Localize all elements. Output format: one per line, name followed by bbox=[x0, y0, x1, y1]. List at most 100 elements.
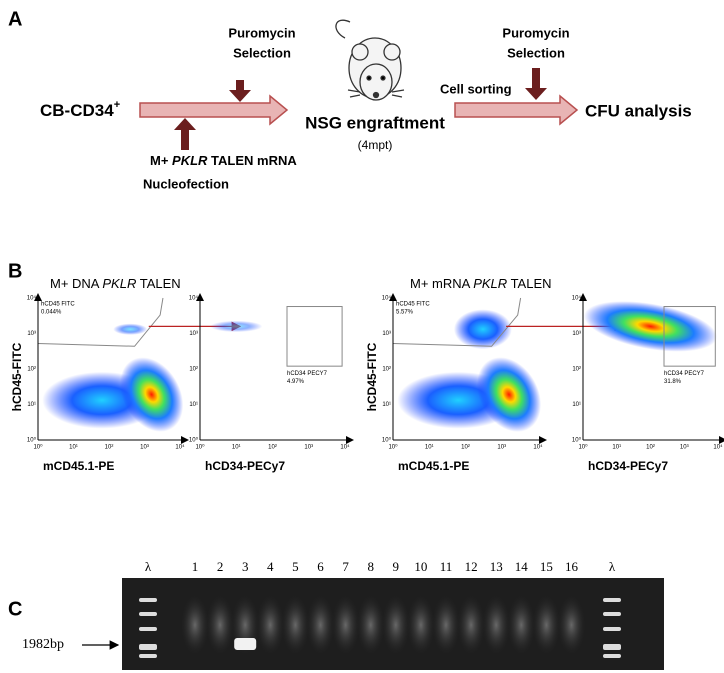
x-axis-label: hCD34-PECy7 bbox=[588, 459, 668, 473]
down-arrow bbox=[525, 68, 547, 100]
x-axis-label: mCD45.1-PE bbox=[398, 459, 469, 473]
lane-glow bbox=[331, 595, 360, 655]
density bbox=[210, 320, 263, 333]
lane-glow bbox=[356, 595, 385, 655]
y-tick-label: 10² bbox=[382, 367, 391, 373]
y-tick-label: 10¹ bbox=[382, 402, 391, 408]
y-tick-label: 10⁰ bbox=[572, 437, 582, 444]
y-tick-label: 10² bbox=[27, 367, 36, 373]
y-tick-label: 10⁰ bbox=[189, 437, 199, 444]
y-tick-label: 10¹ bbox=[189, 402, 198, 408]
ladder-band bbox=[603, 644, 621, 650]
x-tick-label: 10² bbox=[105, 445, 114, 451]
lane-glow bbox=[181, 595, 209, 655]
lane-glow bbox=[406, 595, 435, 655]
gate bbox=[286, 306, 343, 367]
end-label: CFU analysis bbox=[585, 101, 692, 120]
ladder-band bbox=[603, 654, 621, 658]
lane-label: 12 bbox=[465, 559, 478, 574]
nucleofection-text: M+ PKLR TALEN mRNA bbox=[150, 153, 297, 168]
band-size: 1982bp bbox=[22, 637, 64, 652]
flow-arrow bbox=[454, 94, 579, 126]
lane-label: 6 bbox=[317, 559, 324, 574]
panel-label: C bbox=[8, 598, 22, 620]
flow-arrow bbox=[139, 94, 289, 126]
lane-label: 11 bbox=[440, 559, 453, 574]
selection-text: Puromycin bbox=[228, 25, 295, 40]
y-tick-label: 10³ bbox=[189, 331, 198, 337]
y-tick-label: 10⁰ bbox=[382, 437, 392, 444]
lane-glow bbox=[432, 595, 460, 655]
engraftment-text: NSG engraftment bbox=[305, 113, 445, 132]
sorting-text: Cell sorting bbox=[440, 81, 512, 96]
y-tick-label: 10¹ bbox=[27, 402, 36, 408]
selection-text: Selection bbox=[233, 45, 291, 60]
x-tick-label: 10⁰ bbox=[195, 444, 205, 451]
lane-label: 14 bbox=[515, 559, 529, 574]
y-tick-label: 10² bbox=[189, 367, 198, 373]
dna-band bbox=[234, 638, 257, 650]
gate bbox=[663, 306, 716, 367]
x-tick-label: 10⁰ bbox=[388, 444, 398, 451]
x-tick-label: 10² bbox=[461, 445, 470, 451]
lane-glow bbox=[457, 595, 486, 655]
y-tick-label: 10⁴ bbox=[189, 295, 199, 302]
lane-label: λ bbox=[609, 559, 616, 574]
mouse-icon bbox=[335, 19, 405, 101]
gate-percent: 0.044% bbox=[41, 310, 62, 316]
density bbox=[119, 357, 184, 432]
gate-percent: 31.8% bbox=[664, 379, 682, 385]
flow-plot bbox=[37, 297, 184, 432]
lane-label: 1 bbox=[192, 559, 199, 574]
lane-glow bbox=[381, 595, 410, 655]
lane-glow bbox=[532, 595, 561, 655]
lane-label: 5 bbox=[292, 559, 299, 574]
x-tick-label: 10³ bbox=[304, 445, 313, 451]
x-axis-label: mCD45.1-PE bbox=[43, 459, 114, 473]
lane-label: 13 bbox=[490, 559, 503, 574]
y-tick-label: 10³ bbox=[27, 331, 36, 337]
gate-label: hCD45 FITC bbox=[396, 302, 430, 308]
flow-plot bbox=[392, 297, 542, 432]
ladder-band bbox=[603, 598, 621, 602]
x-tick-label: 10² bbox=[268, 445, 277, 451]
ladder-band bbox=[139, 627, 157, 631]
down-arrow bbox=[229, 80, 251, 102]
y-axis-label: hCD45-FITC bbox=[365, 342, 379, 411]
y-tick-label: 10⁴ bbox=[572, 295, 582, 302]
x-tick-label: 10³ bbox=[140, 445, 149, 451]
x-tick-label: 10⁴ bbox=[533, 444, 543, 451]
ladder-band bbox=[139, 644, 157, 650]
lane-label: 10 bbox=[414, 559, 427, 574]
density bbox=[583, 301, 718, 352]
y-tick-label: 10² bbox=[572, 367, 581, 373]
x-tick-label: 10² bbox=[646, 445, 655, 451]
up-arrow bbox=[174, 118, 196, 150]
lane-label: 15 bbox=[540, 559, 553, 574]
ladder-band bbox=[139, 598, 157, 602]
y-tick-label: 10³ bbox=[572, 331, 581, 337]
group-title: M+ DNA PKLR TALEN bbox=[50, 276, 181, 291]
selection-text: Puromycin bbox=[502, 25, 569, 40]
gate bbox=[392, 297, 522, 347]
selection-text: Selection bbox=[507, 45, 565, 60]
lane-label: 2 bbox=[217, 559, 224, 574]
lane-glow bbox=[206, 595, 235, 655]
gate-label: hCD34 PECY7 bbox=[664, 371, 705, 377]
group-title: M+ mRNA PKLR TALEN bbox=[410, 276, 552, 291]
flow-plots: M+ DNA PKLR TALEN hCD45-FITC hCD45 FITC 0.0… bbox=[10, 276, 724, 473]
x-tick-label: 10⁴ bbox=[713, 444, 723, 451]
x-tick-label: 10³ bbox=[680, 445, 689, 451]
lane-label: 9 bbox=[393, 559, 400, 574]
gel-lanes: λ 1 2 3 4 5 6 7 8 9 10 11 12 13 14 15 16 λ bbox=[139, 559, 621, 658]
x-tick-label: 10¹ bbox=[425, 445, 434, 451]
x-tick-label: 10¹ bbox=[612, 445, 621, 451]
flow-plot bbox=[583, 301, 718, 367]
lane-glow bbox=[256, 595, 285, 655]
gate-percent: 5.57% bbox=[396, 310, 414, 316]
ladder-band bbox=[603, 612, 621, 616]
flow-plot bbox=[210, 306, 343, 367]
density bbox=[476, 357, 542, 432]
x-tick-label: 10⁰ bbox=[578, 444, 588, 451]
